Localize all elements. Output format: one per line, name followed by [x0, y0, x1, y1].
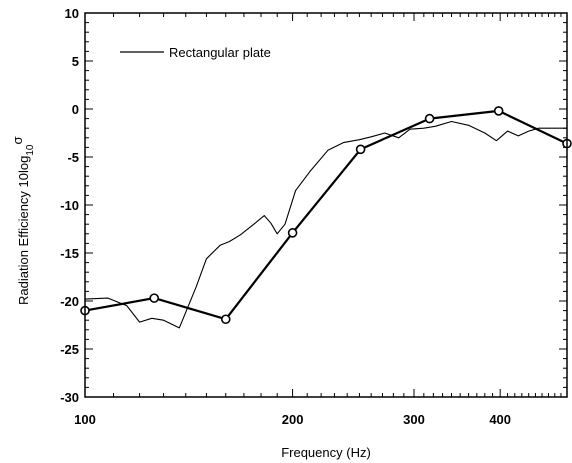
legend-label: Rectangular plate [169, 45, 271, 60]
y-tick-label: -25 [60, 342, 79, 357]
y-tick-label: -10 [60, 198, 79, 213]
x-tick-label: 400 [489, 412, 511, 427]
data-point-marker [493, 106, 504, 116]
x-tick-label: 100 [74, 412, 96, 427]
x-axis-title: Frequency (Hz) [281, 445, 371, 460]
data-point-marker [220, 314, 231, 325]
y-tick-label: -15 [60, 246, 79, 261]
data-point-marker [287, 228, 298, 238]
y-tick-label: -20 [60, 294, 79, 309]
y-tick-label: -30 [60, 390, 79, 405]
y-tick-label: -5 [67, 150, 79, 165]
y-axis-title-subscript: 10 [25, 144, 36, 156]
y-tick-label: 5 [72, 54, 79, 69]
legend: Rectangular plate [120, 45, 271, 60]
data-point-marker [355, 144, 366, 155]
y-axis-title-prefix: Radiation Efficiency 10log [16, 156, 31, 305]
data-point-marker [424, 113, 435, 124]
x-axis-ticks: 100 200 300 400 [74, 13, 568, 427]
data-point-marker [149, 293, 160, 303]
y-axis-title-symbol: σ [10, 136, 25, 144]
y-axis-ticks: 10 5 0 -5 -10 -15 -20 -25 -30 [60, 6, 567, 405]
y-tick-label: 10 [65, 6, 79, 21]
series-line-circle-markers [84, 109, 568, 321]
plot-frame [84, 12, 568, 398]
x-tick-label: 200 [282, 412, 304, 427]
y-tick-label: 0 [72, 102, 79, 117]
plot-area [80, 106, 572, 329]
y-axis-title: Radiation Efficiency 10log10σ [10, 136, 36, 305]
series-line-rectangular-plate [84, 120, 567, 329]
x-tick-label: 300 [403, 412, 425, 427]
